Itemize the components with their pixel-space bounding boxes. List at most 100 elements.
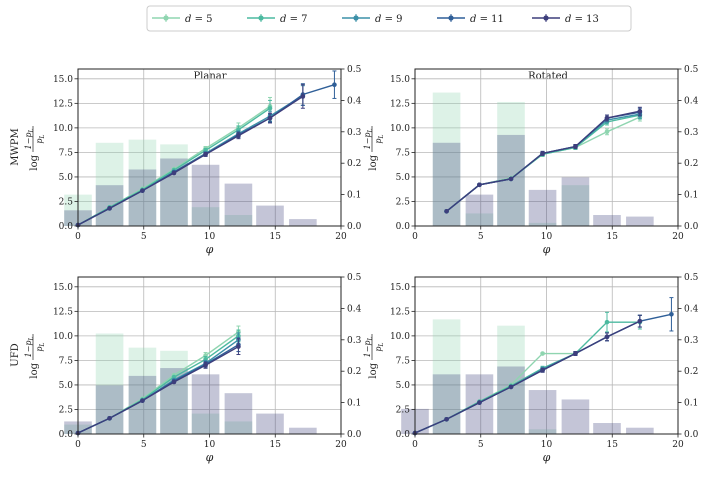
y2-tick-label: 0.4 (684, 304, 699, 314)
y2-tick-label: 0.1 (684, 191, 698, 201)
histogram-bar (626, 427, 654, 434)
svg-text:1−pL: 1−pL (363, 129, 374, 150)
data-point (637, 318, 643, 324)
y2-tick-label: 0.0 (684, 430, 699, 440)
data-point (637, 108, 643, 114)
histogram-bar (432, 374, 461, 434)
data-point (300, 94, 306, 99)
legend-label: d = 7 (280, 14, 308, 25)
y2-tick-label: 0.2 (347, 159, 361, 169)
data-point (540, 351, 545, 356)
histogram-bar (528, 189, 557, 226)
svg-text:pL: pL (374, 134, 385, 143)
histogram-bar (528, 429, 557, 434)
svg-text:pL: pL (35, 342, 46, 351)
legend-label: d = 11 (470, 14, 504, 25)
y2-tick-label: 0.2 (347, 367, 361, 377)
data-point (140, 398, 145, 403)
data-point (604, 334, 610, 340)
row-label-mwpm-group: MWPM log 1−pL pL (10, 126, 46, 171)
y-tick-label: 10.0 (390, 124, 410, 134)
y2-tick-label: 0.4 (347, 304, 362, 314)
x-axis-label: φ (206, 451, 214, 464)
y-tick-label: 10.0 (53, 124, 73, 134)
x-tick-label: 15 (607, 232, 619, 242)
data-point (573, 144, 578, 149)
data-point (444, 208, 449, 214)
histogram-bar (191, 164, 220, 226)
y-tick-label: 0.0 (59, 222, 74, 232)
y2-tick-label: 0.5 (347, 273, 362, 283)
data-point (540, 367, 545, 373)
legend-entry-d7: d = 7 (247, 14, 308, 25)
y-tick-label: 12.5 (53, 307, 73, 317)
row-label-ufd: UFD (10, 343, 21, 366)
series-line (414, 320, 641, 434)
y-tick-label: 10.0 (390, 332, 410, 342)
series-line (77, 346, 239, 434)
y-tick-label: 10.0 (53, 332, 73, 342)
data-point (107, 206, 112, 211)
panel-planar-mwpm: 0 5 10 15 200.02.55.07.510.012.515.00.00.10.… (53, 65, 362, 256)
y2-tick-label: 0.5 (684, 65, 699, 75)
histogram-bar (561, 185, 590, 226)
x-tick-label: 20 (335, 232, 347, 242)
y-tick-label: 7.5 (396, 148, 411, 158)
data-point (477, 400, 482, 405)
panel-planar-ufd: 0 5 10 15 200.02.55.07.510.012.515.00.00.10.… (53, 273, 362, 464)
data-point (107, 416, 112, 421)
y-tick-label: 7.5 (59, 148, 74, 158)
legend-entry-d5: d = 5 (152, 14, 213, 25)
x-tick-label: 10 (204, 440, 216, 450)
y-tick-label: 2.5 (59, 405, 74, 415)
y2-tick-label: 0.1 (347, 399, 361, 409)
histogram-bar (593, 215, 621, 226)
histogram-bar (160, 144, 188, 226)
histogram-bar (289, 219, 317, 226)
histogram-bar (256, 413, 284, 434)
y-tick-label: 15.0 (390, 283, 410, 293)
y-tick-label: 15.0 (53, 75, 73, 85)
svg-text:1−pL: 1−pL (24, 337, 35, 358)
legend-entry-d13: d = 13 (532, 14, 599, 25)
y2-tick-label: 0.3 (347, 336, 362, 346)
y-tick-label: 7.5 (59, 356, 74, 366)
x-tick-label: 5 (141, 232, 147, 242)
histogram-bar (561, 177, 590, 226)
y-tick-label: 5.0 (59, 173, 74, 183)
legend-marker (353, 15, 359, 21)
histogram-bar (256, 205, 284, 226)
panel-rotated-ufd: 0 5 10 15 200.02.55.07.510.012.515.00.00.10.… (390, 273, 699, 464)
legend-frame (146, 5, 632, 32)
data-point (604, 129, 610, 135)
y-tick-label: 12.5 (390, 99, 410, 109)
histogram-bar (224, 393, 253, 434)
x-tick-label: 5 (141, 440, 147, 450)
y-tick-label: 7.5 (396, 356, 411, 366)
y2-tick-label: 0.0 (347, 222, 362, 232)
histogram-bar (128, 347, 157, 434)
data-point (669, 311, 674, 317)
series-d13 (444, 106, 643, 214)
histogram-bar (224, 421, 253, 434)
legend-marker (448, 15, 454, 21)
series-d13 (412, 314, 643, 436)
data-point (540, 151, 545, 156)
x-tick-label: 0 (412, 232, 418, 242)
data-point (444, 416, 449, 422)
y2-tick-label: 0.5 (347, 65, 362, 75)
x-tick-label: 20 (672, 440, 684, 450)
legend: d = 5 d = 7 d = 9 d = 11 d = 13 (146, 5, 632, 32)
y-tick-label: 5.0 (396, 173, 411, 183)
y2-tick-label: 0.3 (684, 128, 699, 138)
svg-text:pL: pL (374, 342, 385, 351)
data-point (236, 133, 241, 139)
data-point (508, 384, 514, 390)
histogram-bar (465, 213, 494, 226)
series-line (77, 95, 304, 226)
y2-tick-label: 0.4 (684, 96, 699, 106)
svg-text:log: log (368, 362, 379, 378)
series-d13 (75, 338, 241, 436)
y-tick-label: 15.0 (390, 75, 410, 85)
y2-tick-label: 0.0 (347, 430, 362, 440)
